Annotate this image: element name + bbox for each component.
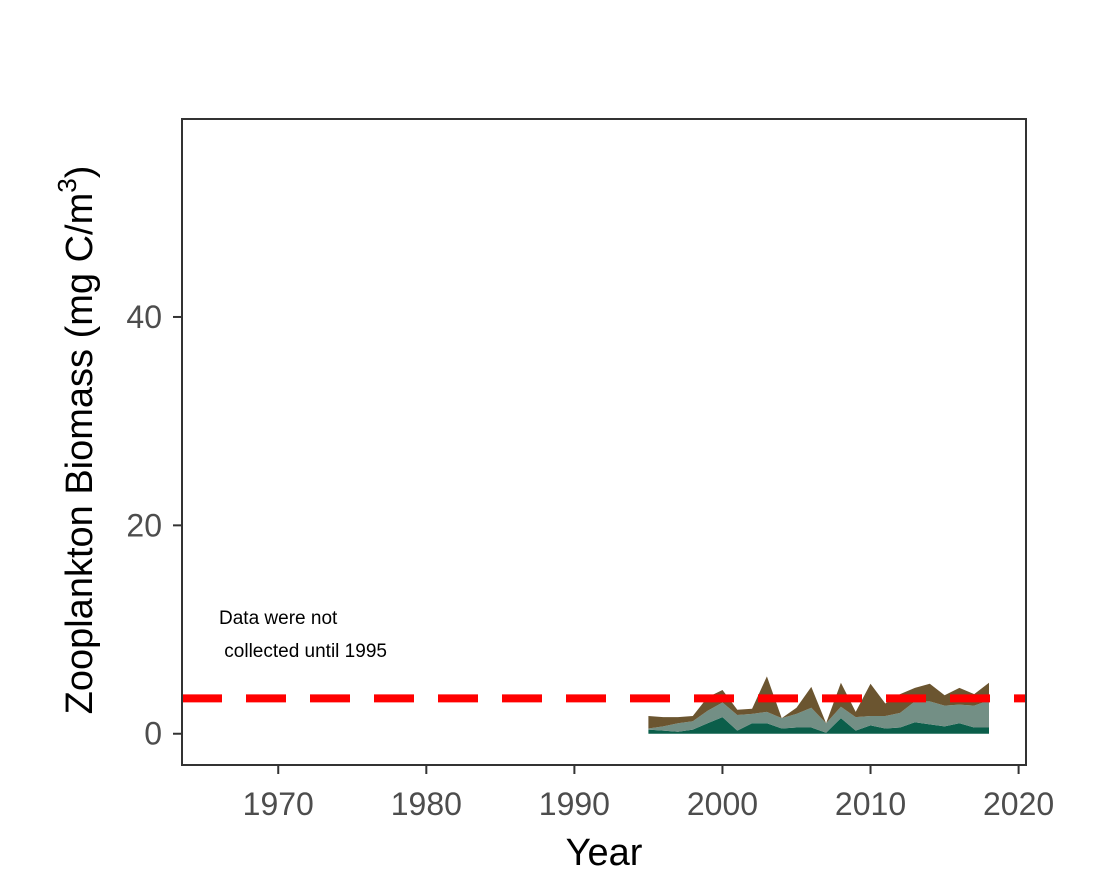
x-tick-label: 2000: [687, 786, 758, 822]
y-tick-label: 0: [144, 716, 162, 752]
annotation-line-1: Data were not: [219, 608, 338, 629]
x-axis-title: Year: [566, 832, 643, 874]
y-axis-title-close: ): [59, 166, 101, 179]
area-series-1: [648, 717, 989, 734]
y-axis-title-superscript: 3: [52, 178, 82, 192]
y-tick-label: 40: [126, 299, 162, 335]
x-tick-label: 2010: [835, 786, 906, 822]
stacked-areas: [648, 676, 989, 734]
x-tick-label: 1970: [243, 786, 314, 822]
y-axis: 0 20 40: [126, 299, 182, 752]
area-series-2: [648, 700, 989, 733]
x-tick-label: 2020: [983, 786, 1054, 822]
x-axis: 1970 1980 1990 2000 2010 2020: [243, 765, 1054, 822]
plot-panel-border: [181, 118, 1027, 766]
x-tick-label: 1980: [391, 786, 462, 822]
y-axis-title-main: Zooplankton Biomass (mg C/m: [59, 193, 101, 715]
y-axis-title: Zooplankton Biomass (mg C/m3): [52, 166, 101, 715]
x-tick-label: 1990: [539, 786, 610, 822]
annotation-line-2: collected until 1995: [219, 641, 387, 662]
area-series-3: [648, 676, 989, 729]
y-tick-label: 20: [126, 507, 162, 543]
